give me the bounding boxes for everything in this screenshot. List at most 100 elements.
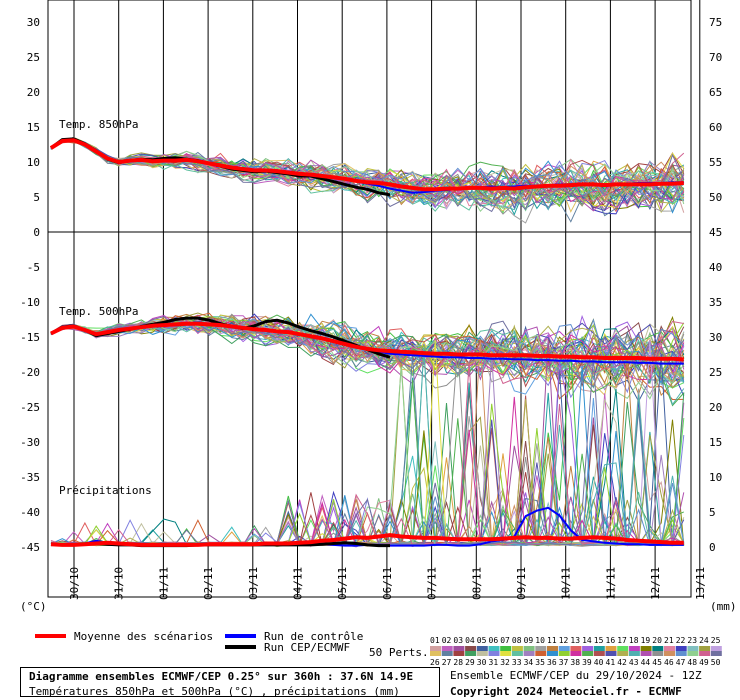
pert-swatch <box>582 646 594 651</box>
pert-swatch <box>535 651 547 656</box>
pert-swatch <box>441 651 453 656</box>
pert-number: 36 <box>547 658 557 667</box>
left-tick-label: -35 <box>20 471 40 484</box>
left-tick-label: -25 <box>20 401 40 414</box>
pert-swatch <box>628 651 640 656</box>
pert-swatch <box>710 651 722 656</box>
x-tick-label: 02/11 <box>202 567 215 600</box>
pert-number: 16 <box>606 636 616 645</box>
pert-swatch <box>465 651 477 656</box>
pert-number: 46 <box>664 658 674 667</box>
x-tick-label: 31/10 <box>113 567 126 600</box>
pert-number: 41 <box>606 658 616 667</box>
precip-mean-line <box>50 533 684 547</box>
pert-swatch <box>453 651 465 656</box>
pert-number: 14 <box>582 636 592 645</box>
pert-swatch <box>476 646 488 651</box>
pert-number: 17 <box>617 636 627 645</box>
pert-number: 19 <box>641 636 651 645</box>
left-axis: 30 25 20 15 10 5 0 -5 -10 -15 -20 -25 -30 -35 -40 -45 <box>20 16 40 554</box>
x-tick-label: 13/11 <box>694 567 707 600</box>
pert-number: 27 <box>442 658 452 667</box>
pert-swatch <box>664 646 675 651</box>
t850-member-line <box>50 140 685 202</box>
left-tick-label: -40 <box>20 506 40 519</box>
pert-number: 28 <box>453 658 463 667</box>
x-tick-label: 09/11 <box>515 567 528 600</box>
right-tick-label: 25 <box>709 366 722 379</box>
pert-swatch <box>640 646 652 651</box>
right-tick-label: 75 <box>709 16 722 29</box>
pert-swatch <box>523 651 535 656</box>
right-tick-label: 20 <box>709 401 722 414</box>
legend-mean-label: Moyenne des scénarios <box>74 630 213 643</box>
precip-panel-label: Précipitations <box>59 484 152 497</box>
pert-swatch <box>535 646 547 651</box>
right-tick-label: 40 <box>709 261 722 274</box>
pert-number: 21 <box>664 636 674 645</box>
right-tick-label: 10 <box>709 471 722 484</box>
pert-swatch <box>617 646 629 651</box>
pert-swatch <box>699 651 711 656</box>
pert-number: 42 <box>617 658 627 667</box>
pert-swatch <box>617 651 629 656</box>
pert-number: 33 <box>512 658 522 667</box>
plot-area <box>47 0 692 598</box>
left-tick-label: 15 <box>27 121 40 134</box>
pert-swatch <box>570 646 582 651</box>
t500-member-line <box>50 313 685 384</box>
pert-number: 40 <box>594 658 604 667</box>
pert-swatch <box>465 646 477 651</box>
right-tick-label: 15 <box>709 436 722 449</box>
perturbation-legend: 01 26 02 27 03 28 04 29 05 30 06 31 07 32 08 33 09 34 10 35… <box>430 636 722 667</box>
pert-number: 24 <box>699 636 709 645</box>
x-tick-label: 12/11 <box>649 567 662 600</box>
pert-swatch <box>523 646 535 651</box>
t850-panel-label: Temp. 850hPa <box>59 118 138 131</box>
right-tick-label: 50 <box>709 191 722 204</box>
pert-number: 32 <box>500 658 510 667</box>
pert-swatch <box>664 651 675 656</box>
pert-swatch <box>675 646 687 651</box>
pert-swatch <box>582 651 594 656</box>
pert-number: 04 <box>465 636 475 645</box>
right-unit-label: (mm) <box>710 600 737 613</box>
x-tick-label: 11/11 <box>604 567 617 600</box>
pert-swatch <box>640 651 652 656</box>
pert-number: 02 <box>442 636 452 645</box>
info-box: Diagramme ensembles ECMWF/CEP 0.25° sur … <box>20 667 440 698</box>
left-tick-label: -20 <box>20 366 40 379</box>
left-tick-label: 0 <box>33 226 40 239</box>
x-axis: 30/10 31/10 01/11 02/11 03/11 04/11 05/11 06/11… <box>68 567 707 600</box>
t850-mean-line <box>49 138 684 192</box>
pert-number: 45 <box>652 658 662 667</box>
pert-number: 01 <box>430 636 440 645</box>
pert-swatch <box>558 651 570 656</box>
pert-swatch <box>488 646 500 651</box>
left-tick-label: -15 <box>20 331 40 344</box>
x-tick-label: 06/11 <box>381 567 394 600</box>
t500-panel-label: Temp. 500hPa <box>59 305 138 318</box>
pert-swatch <box>570 651 582 656</box>
pert-swatch <box>652 651 664 656</box>
pert-number: 09 <box>524 636 534 645</box>
pert-swatch <box>687 646 699 651</box>
x-tick-label: 07/11 <box>426 567 439 600</box>
pert-swatch <box>593 646 605 651</box>
right-tick-label: 60 <box>709 121 722 134</box>
pert-swatch <box>511 651 523 656</box>
x-tick-label: 08/11 <box>470 567 483 600</box>
pert-swatch <box>593 651 605 656</box>
x-tick-label: 30/10 <box>68 567 81 600</box>
pert-swatch <box>511 646 523 651</box>
right-tick-label: 70 <box>709 51 722 64</box>
pert-swatch <box>547 646 558 651</box>
left-tick-label: 20 <box>27 86 40 99</box>
legend-perts-label: 50 Perts. <box>369 646 429 659</box>
pert-number: 12 <box>559 636 569 645</box>
pert-swatch <box>558 646 570 651</box>
pert-number: 06 <box>489 636 499 645</box>
pert-number: 07 <box>500 636 510 645</box>
pert-number: 48 <box>687 658 697 667</box>
